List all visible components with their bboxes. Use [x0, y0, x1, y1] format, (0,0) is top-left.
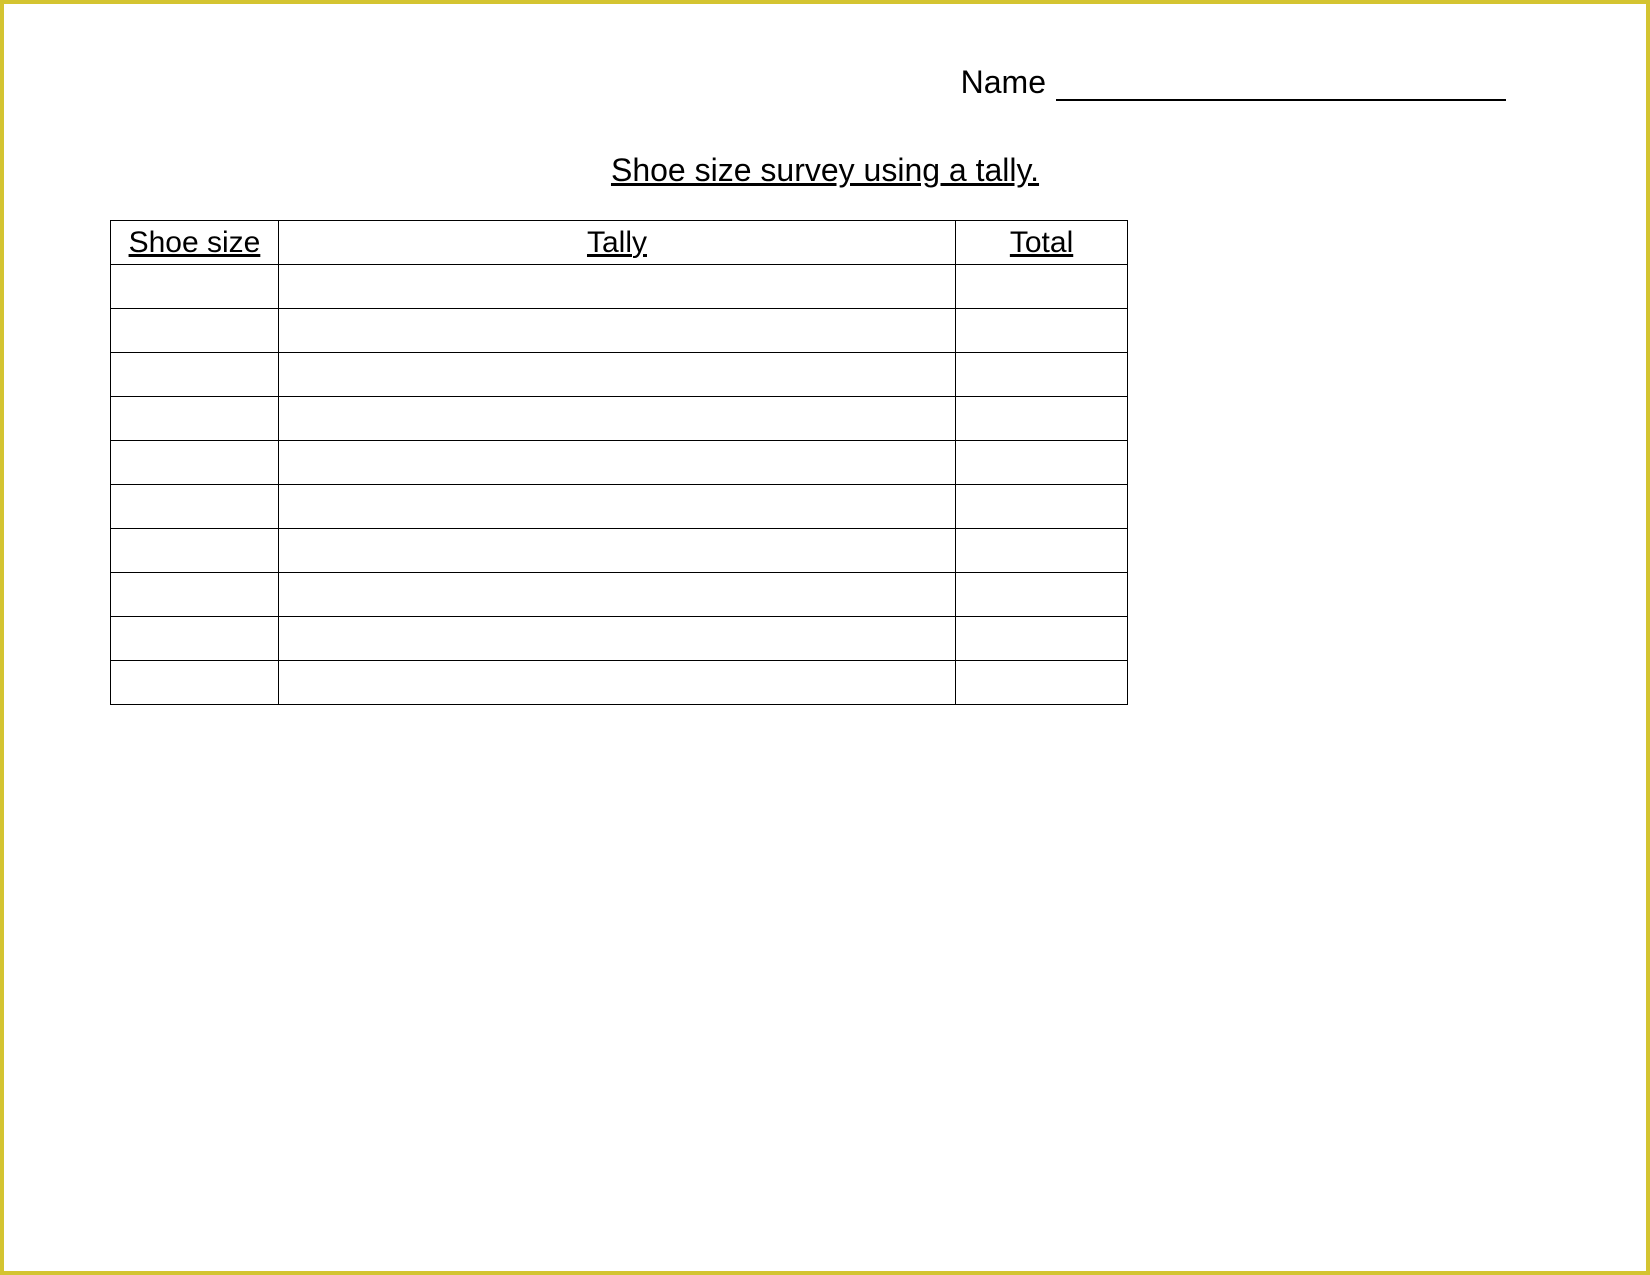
column-header-total: Total: [956, 221, 1128, 265]
column-header-tally: Tally: [278, 221, 955, 265]
cell-shoe-size: [111, 661, 279, 705]
cell-total: [956, 529, 1128, 573]
table-row: [111, 265, 1128, 309]
tally-table: Shoe size Tally Total: [110, 220, 1128, 705]
cell-tally: [278, 397, 955, 441]
worksheet-title: Shoe size survey using a tally.: [611, 152, 1039, 189]
cell-tally: [278, 441, 955, 485]
table-row: [111, 309, 1128, 353]
cell-shoe-size: [111, 265, 279, 309]
cell-shoe-size: [111, 397, 279, 441]
name-label: Name: [961, 64, 1046, 101]
cell-tally: [278, 265, 955, 309]
cell-total: [956, 265, 1128, 309]
name-field-row: Name: [961, 64, 1506, 101]
cell-shoe-size: [111, 617, 279, 661]
table-header-row: Shoe size Tally Total: [111, 221, 1128, 265]
cell-shoe-size: [111, 353, 279, 397]
name-blank-line: [1056, 73, 1506, 101]
table-row: [111, 661, 1128, 705]
table-row: [111, 485, 1128, 529]
table-row: [111, 617, 1128, 661]
cell-total: [956, 353, 1128, 397]
cell-total: [956, 573, 1128, 617]
cell-tally: [278, 485, 955, 529]
cell-shoe-size: [111, 573, 279, 617]
cell-tally: [278, 529, 955, 573]
cell-shoe-size: [111, 309, 279, 353]
cell-total: [956, 617, 1128, 661]
column-header-shoe-size: Shoe size: [111, 221, 279, 265]
cell-total: [956, 485, 1128, 529]
cell-tally: [278, 617, 955, 661]
cell-total: [956, 397, 1128, 441]
cell-tally: [278, 353, 955, 397]
table-row: [111, 529, 1128, 573]
cell-shoe-size: [111, 529, 279, 573]
cell-total: [956, 441, 1128, 485]
table-body: [111, 265, 1128, 705]
table-row: [111, 397, 1128, 441]
cell-tally: [278, 573, 955, 617]
cell-total: [956, 309, 1128, 353]
cell-shoe-size: [111, 485, 279, 529]
table-row: [111, 353, 1128, 397]
cell-tally: [278, 309, 955, 353]
cell-tally: [278, 661, 955, 705]
cell-total: [956, 661, 1128, 705]
cell-shoe-size: [111, 441, 279, 485]
table-row: [111, 573, 1128, 617]
table-row: [111, 441, 1128, 485]
